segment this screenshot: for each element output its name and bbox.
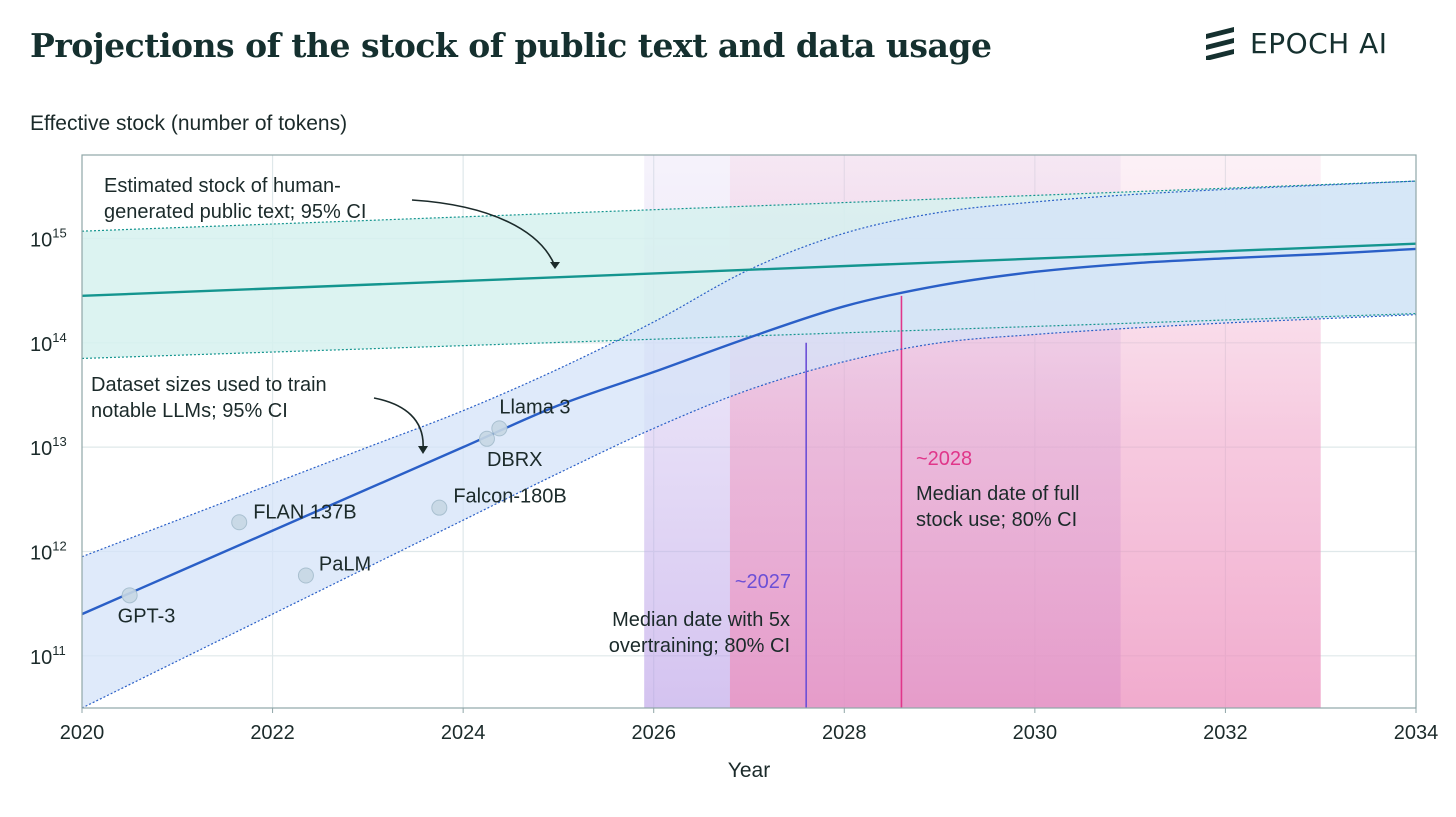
x-tick-label: 2020 [60,722,105,744]
model-label: PaLM [319,553,371,575]
x-tick-label: 2022 [250,722,295,744]
brand-logo: EPOCH AI [1204,26,1388,60]
x-tick-label: 2032 [1203,722,1248,744]
chart-title: Projections of the stock of public text … [30,26,992,65]
dataset-median-line [82,247,1416,616]
model-label: GPT-3 [118,605,176,627]
dataset-annotation-line2: notable LLMs; 95% CI [91,400,288,422]
overtrain-value: ~2027 [735,571,791,593]
model-points: GPT-3 FLAN 137B PaLM Falcon-180B DBRX Llama 3 [118,396,571,627]
model-label: Llama 3 [499,396,570,418]
stock-annotation-line1: Estimated stock of human- [104,175,341,197]
stock-annotation-arrow [411,199,556,267]
model-point [491,420,508,437]
plot-frame [81,154,1417,709]
model-point [121,587,138,604]
model-point [431,499,448,516]
x-tick-label: 2028 [822,722,867,744]
y-axis-title: Effective stock (number of tokens) [30,112,348,135]
y-tick-label: 1012 [30,538,67,564]
stock-arrow-head [550,262,560,269]
stock-lower-bound [82,312,1416,360]
y-tick-label: 1011 [30,643,66,669]
dataset-annotation-line1: Dataset sizes used to train [91,374,327,396]
model-point [231,514,248,531]
x-tick-label: 2034 [1394,722,1439,744]
x-tick-label: 2030 [1013,722,1058,744]
epoch-logo-icon [1206,27,1234,60]
model-label: FLAN 137B [253,501,356,523]
model-label: DBRX [487,449,543,471]
model-point [478,430,495,447]
dataset-arrow-head [418,446,428,454]
full-use-line2: stock use; 80% CI [916,509,1077,531]
y-tick-label: 1013 [30,434,67,460]
stock-annotation-line2: generated public text; 95% CI [104,201,366,223]
stock-median-line [82,242,1416,298]
brand-name: EPOCH AI [1250,26,1388,60]
x-axis-title: Year [728,759,770,782]
dataset-upper-bound [82,180,1416,558]
axes: 2020 2022 2024 2026 2028 2030 2032 2034 1011 1012… [30,225,1438,744]
shaded-regions [82,155,1416,708]
dataset-annotation-arrow [373,397,424,450]
y-tick-label: 1015 [30,225,67,251]
stock-upper-bound [82,180,1416,232]
overtrain-line2: overtraining; 80% CI [609,635,790,657]
model-point [297,567,314,584]
dataset-lower-bound [82,314,1416,708]
x-tick-label: 2024 [441,722,486,744]
full-use-value: ~2028 [916,448,972,470]
y-tick-label: 1014 [30,330,67,356]
x-tick-label: 2026 [631,722,676,744]
model-label: Falcon-180B [453,486,566,508]
overtrain-line1: Median date with 5x [612,609,790,631]
dataset-ci-band [82,181,1416,708]
series-lines [82,180,1416,708]
full-use-line1: Median date of full [916,483,1079,505]
plot-border [81,154,1417,709]
